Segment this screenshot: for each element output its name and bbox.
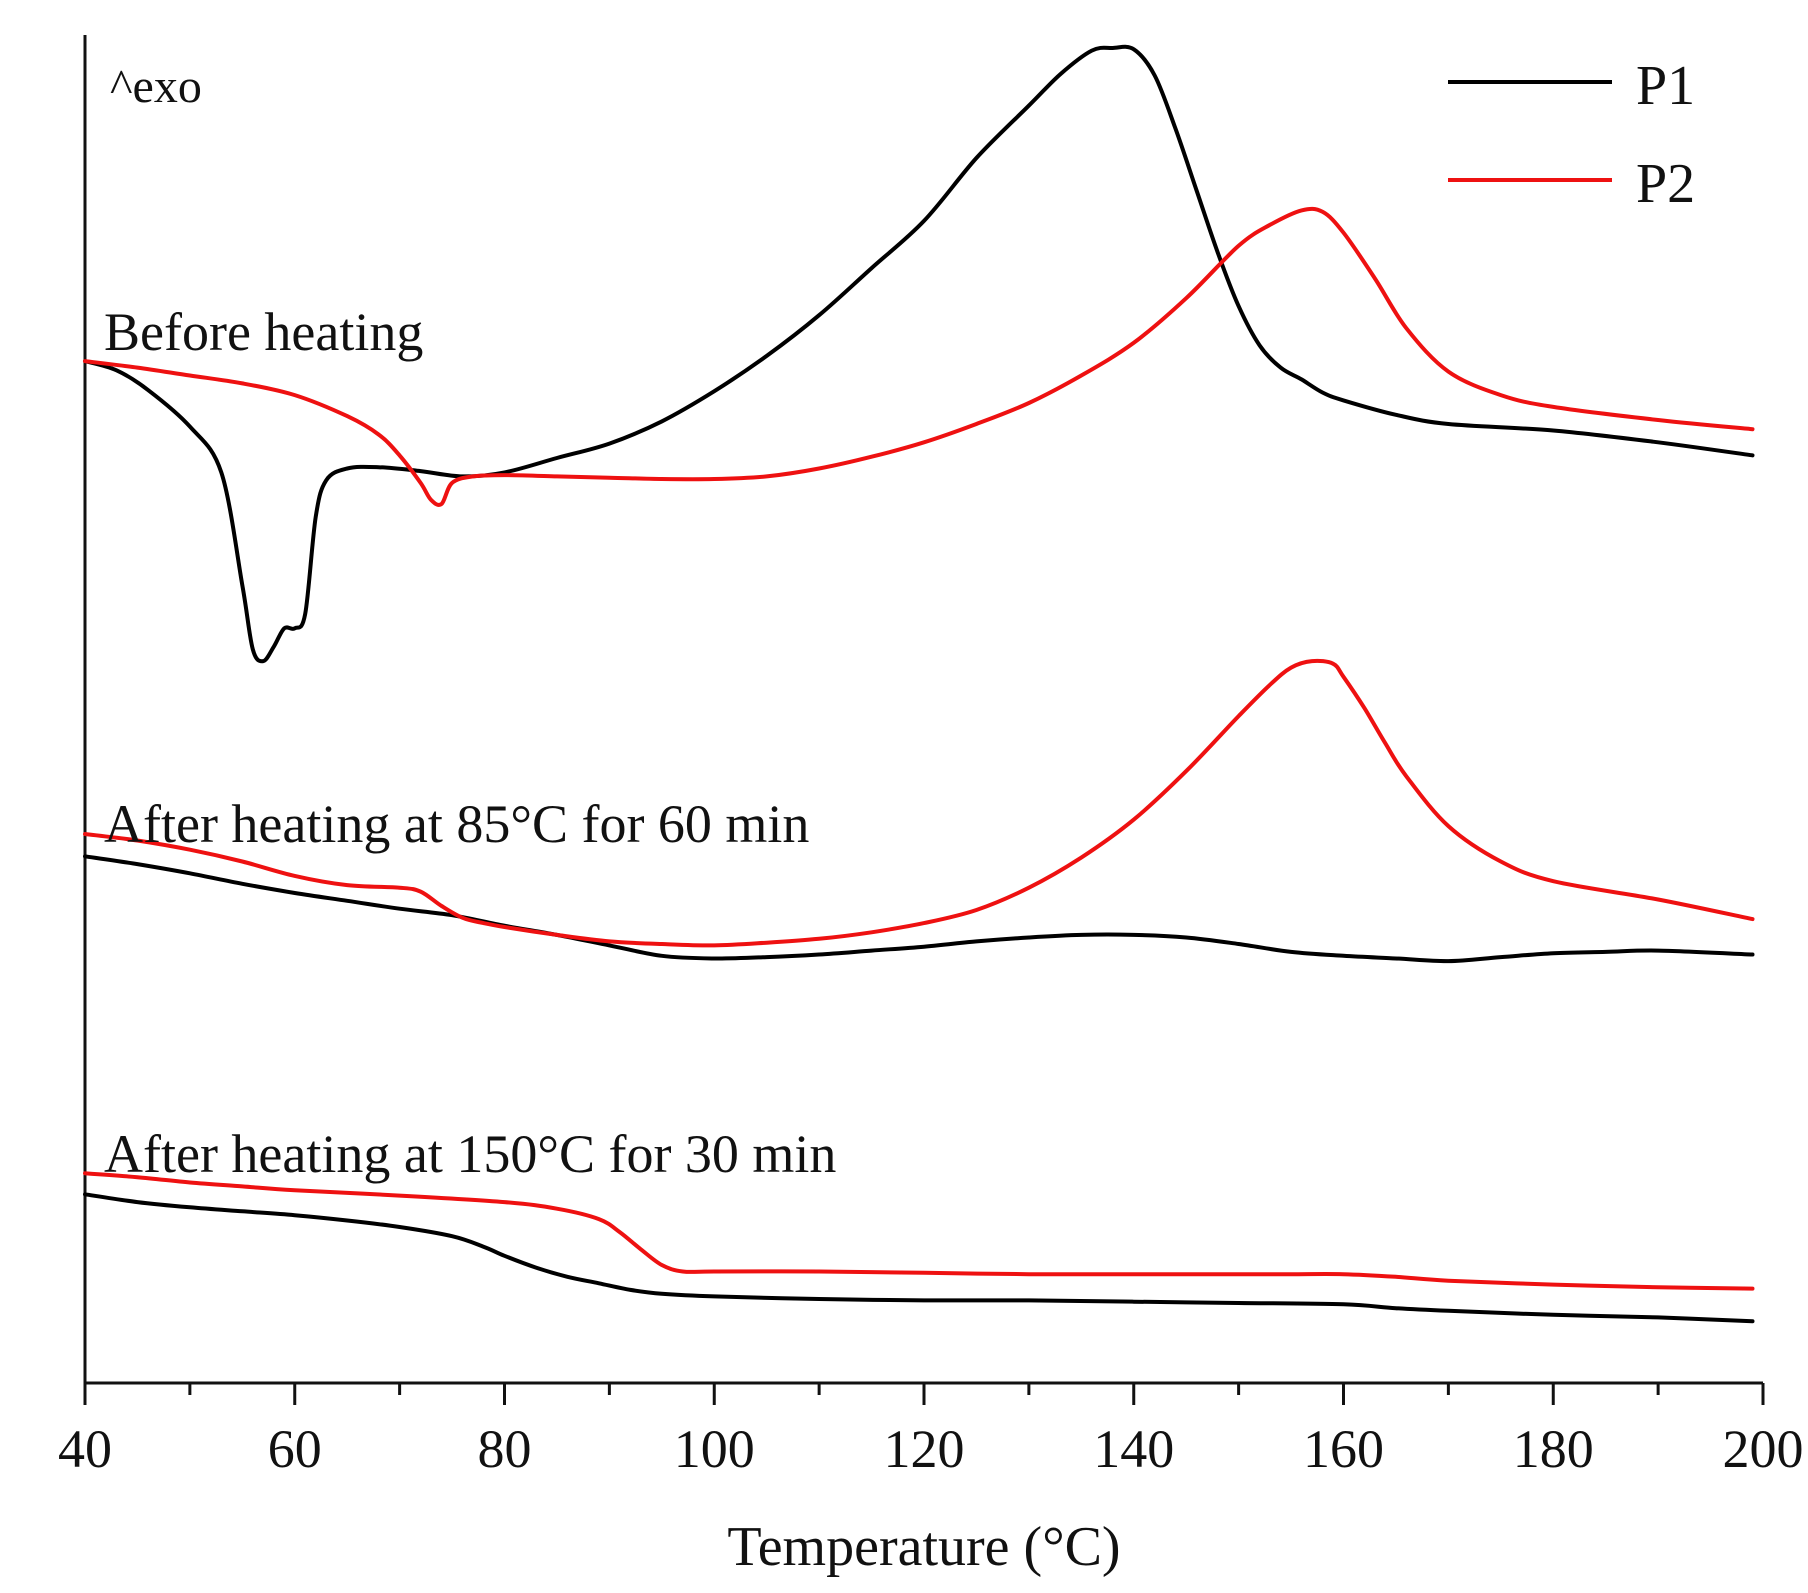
- series-line-p1-before-heating: [83, 44, 1755, 664]
- x-tick-label-180: 180: [1513, 1419, 1594, 1479]
- series-line-p1-after-heating-at-150-c-for-30-min: [83, 1192, 1755, 1324]
- x-tick-label-120: 120: [884, 1419, 965, 1479]
- x-tick-label-80: 80: [478, 1419, 532, 1479]
- x-axis-tick-labels: 40 60 80 100 120 140 160 180 200: [58, 1419, 1804, 1479]
- curves: [83, 44, 1755, 1324]
- group-label-after-150c: After heating at 150°C for 30 min: [104, 1124, 836, 1184]
- x-tick-label-60: 60: [268, 1419, 322, 1479]
- x-tick-label-140: 140: [1093, 1419, 1174, 1479]
- series-line-p2-after-heating-at-150-c-for-30-min: [83, 1171, 1755, 1291]
- exo-direction-label: ^exo: [110, 60, 202, 113]
- x-axis-title: Temperature (°C): [727, 1516, 1120, 1578]
- group-label-before-heating: Before heating: [104, 302, 423, 362]
- group-label-after-85c: After heating at 85°C for 60 min: [104, 794, 809, 854]
- series-line-p2-after-heating-at-85-c-for-60-min: [83, 658, 1755, 948]
- x-axis-ticks: [83, 1383, 1765, 1405]
- legend: P1 P2: [1448, 55, 1695, 215]
- series-line-p2-before-heating: [83, 206, 1755, 507]
- legend-label-p2: P2: [1636, 153, 1695, 215]
- x-tick-label-100: 100: [674, 1419, 755, 1479]
- x-tick-label-200: 200: [1723, 1419, 1804, 1479]
- x-tick-label-40: 40: [58, 1419, 112, 1479]
- x-tick-label-160: 160: [1303, 1419, 1384, 1479]
- series-line-p1-after-heating-at-85-c-for-60-min: [83, 854, 1755, 964]
- legend-label-p1: P1: [1636, 55, 1695, 117]
